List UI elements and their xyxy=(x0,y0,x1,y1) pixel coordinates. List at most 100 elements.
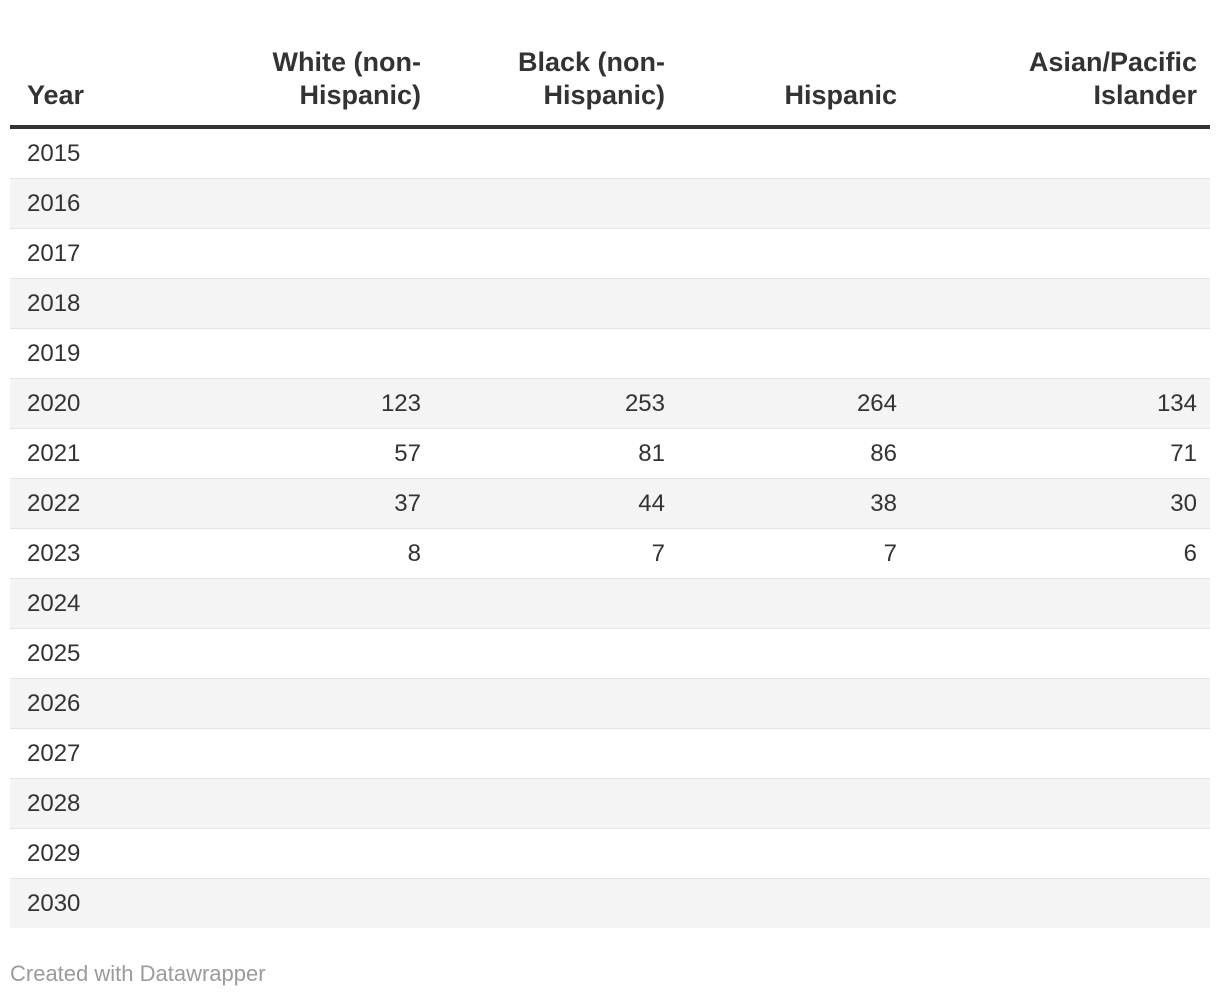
year-cell: 2024 xyxy=(10,578,200,629)
data-table: Year White (non-Hispanic) Black (non-Hispa… xyxy=(10,0,1210,928)
value-cell-black-non-hispanic xyxy=(434,728,678,779)
table-row-2023: 2023 8 7 7 6 xyxy=(10,528,1210,579)
year-cell: 2029 xyxy=(10,828,200,879)
value-cell-white-non-hispanic xyxy=(200,778,434,829)
value-cell-black-non-hispanic xyxy=(434,628,678,679)
value-cell-white-non-hispanic xyxy=(200,678,434,729)
table-row-2019: 2019 xyxy=(10,328,1210,379)
value-cell-hispanic xyxy=(678,678,910,729)
table-row-2025: 2025 xyxy=(10,628,1210,679)
value-cell-asian-pacific-islander: 71 xyxy=(910,428,1210,479)
value-cell-asian-pacific-islander xyxy=(910,228,1210,279)
value-cell-hispanic xyxy=(678,728,910,779)
table-row-2029: 2029 xyxy=(10,828,1210,879)
table-row-2026: 2026 xyxy=(10,678,1210,729)
value-cell-white-non-hispanic xyxy=(200,178,434,229)
value-cell-hispanic xyxy=(678,228,910,279)
value-cell-white-non-hispanic xyxy=(200,278,434,329)
table-row-2028: 2028 xyxy=(10,778,1210,829)
value-cell-hispanic xyxy=(678,328,910,379)
value-cell-white-non-hispanic: 57 xyxy=(200,428,434,479)
value-cell-white-non-hispanic xyxy=(200,578,434,629)
datawrapper-credit-link[interactable]: Created with Datawrapper xyxy=(10,961,266,986)
table-row-2018: 2018 xyxy=(10,278,1210,329)
value-cell-white-non-hispanic xyxy=(200,879,434,929)
value-cell-asian-pacific-islander xyxy=(910,278,1210,329)
column-header-asian-pacific-islander: Asian/Pacific Islander xyxy=(910,0,1210,129)
table-row-2015: 2015 xyxy=(10,127,1210,179)
value-cell-hispanic: 264 xyxy=(678,378,910,429)
value-cell-asian-pacific-islander xyxy=(910,127,1210,179)
value-cell-hispanic: 86 xyxy=(678,428,910,479)
value-cell-black-non-hispanic: 81 xyxy=(434,428,678,479)
value-cell-hispanic xyxy=(678,578,910,629)
year-cell: 2026 xyxy=(10,678,200,729)
value-cell-black-non-hispanic xyxy=(434,228,678,279)
value-cell-hispanic xyxy=(678,628,910,679)
year-cell: 2027 xyxy=(10,728,200,779)
value-cell-white-non-hispanic xyxy=(200,628,434,679)
value-cell-hispanic xyxy=(678,127,910,179)
value-cell-asian-pacific-islander xyxy=(910,178,1210,229)
value-cell-asian-pacific-islander: 134 xyxy=(910,378,1210,429)
year-cell: 2028 xyxy=(10,778,200,829)
table-row-2021: 2021 57 81 86 71 xyxy=(10,428,1210,479)
table-head: Year White (non-Hispanic) Black (non-Hispa… xyxy=(10,0,1210,129)
table-header-row: Year White (non-Hispanic) Black (non-Hispa… xyxy=(10,0,1210,129)
column-header-year: Year xyxy=(10,0,200,129)
value-cell-hispanic: 38 xyxy=(678,478,910,529)
table-row-2030: 2030 xyxy=(10,878,1210,929)
value-cell-hispanic xyxy=(678,778,910,829)
value-cell-white-non-hispanic xyxy=(200,828,434,879)
value-cell-hispanic xyxy=(678,178,910,229)
year-cell: 2023 xyxy=(10,528,200,579)
column-header-black-non-hispanic: Black (non-Hispanic) xyxy=(434,0,678,129)
column-header-white-non-hispanic: White (non-Hispanic) xyxy=(200,0,434,129)
year-cell: 2020 xyxy=(10,378,200,429)
value-cell-white-non-hispanic xyxy=(200,127,434,179)
value-cell-black-non-hispanic xyxy=(434,778,678,829)
value-cell-asian-pacific-islander xyxy=(910,628,1210,679)
year-cell: 2017 xyxy=(10,228,200,279)
value-cell-asian-pacific-islander xyxy=(910,328,1210,379)
value-cell-white-non-hispanic xyxy=(200,728,434,779)
value-cell-asian-pacific-islander xyxy=(910,728,1210,779)
value-cell-black-non-hispanic: 44 xyxy=(434,478,678,529)
value-cell-asian-pacific-islander: 6 xyxy=(910,528,1210,579)
table-row-2016: 2016 xyxy=(10,178,1210,229)
value-cell-white-non-hispanic xyxy=(200,228,434,279)
value-cell-black-non-hispanic xyxy=(434,278,678,329)
value-cell-asian-pacific-islander xyxy=(910,778,1210,829)
year-cell: 2022 xyxy=(10,478,200,529)
value-cell-black-non-hispanic: 7 xyxy=(434,528,678,579)
table-body: 2015 2016 2017 2018 2019 2020 123 253 264 134 2021… xyxy=(10,127,1210,928)
value-cell-white-non-hispanic: 37 xyxy=(200,478,434,529)
column-header-hispanic: Hispanic xyxy=(678,0,910,129)
value-cell-asian-pacific-islander xyxy=(910,879,1210,929)
value-cell-black-non-hispanic xyxy=(434,879,678,929)
value-cell-black-non-hispanic xyxy=(434,828,678,879)
value-cell-black-non-hispanic xyxy=(434,328,678,379)
value-cell-white-non-hispanic: 123 xyxy=(200,378,434,429)
table-row-2024: 2024 xyxy=(10,578,1210,629)
value-cell-asian-pacific-islander: 30 xyxy=(910,478,1210,529)
table-row-2017: 2017 xyxy=(10,228,1210,279)
year-cell: 2019 xyxy=(10,328,200,379)
value-cell-black-non-hispanic xyxy=(434,678,678,729)
year-cell: 2025 xyxy=(10,628,200,679)
value-cell-white-non-hispanic: 8 xyxy=(200,528,434,579)
value-cell-hispanic xyxy=(678,879,910,929)
year-cell: 2021 xyxy=(10,428,200,479)
table-row-2022: 2022 37 44 38 30 xyxy=(10,478,1210,529)
year-cell: 2030 xyxy=(27,889,81,917)
value-cell-hispanic xyxy=(678,278,910,329)
value-cell-asian-pacific-islander xyxy=(910,828,1210,879)
table-row-2027: 2027 xyxy=(10,728,1210,779)
value-cell-black-non-hispanic xyxy=(434,127,678,179)
table-visualization: Year White (non-Hispanic) Black (non-Hispa… xyxy=(10,0,1210,928)
year-cell: 2018 xyxy=(10,278,200,329)
value-cell-white-non-hispanic xyxy=(200,328,434,379)
value-cell-black-non-hispanic xyxy=(434,578,678,629)
value-cell-black-non-hispanic: 253 xyxy=(434,378,678,429)
value-cell-hispanic: 7 xyxy=(678,528,910,579)
